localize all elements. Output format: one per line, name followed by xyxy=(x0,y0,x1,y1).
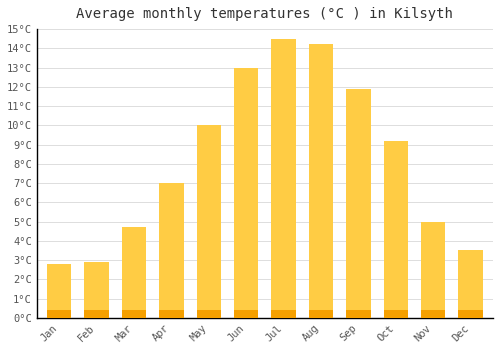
Bar xyxy=(458,251,483,318)
Bar xyxy=(122,310,146,318)
Bar xyxy=(458,310,483,318)
Bar xyxy=(309,310,333,318)
Bar xyxy=(272,39,296,318)
Bar xyxy=(47,310,72,318)
Bar xyxy=(421,310,446,318)
Bar xyxy=(196,125,221,318)
Bar xyxy=(47,264,72,318)
Bar xyxy=(122,228,146,318)
Bar xyxy=(160,310,184,318)
Bar xyxy=(234,310,258,318)
Bar xyxy=(84,262,109,318)
Bar xyxy=(384,310,408,318)
Bar xyxy=(309,44,333,318)
Bar xyxy=(346,89,370,318)
Bar xyxy=(234,68,258,318)
Bar xyxy=(421,222,446,318)
Bar xyxy=(272,310,296,318)
Bar xyxy=(160,183,184,318)
Bar xyxy=(346,310,370,318)
Title: Average monthly temperatures (°C ) in Kilsyth: Average monthly temperatures (°C ) in Ki… xyxy=(76,7,454,21)
Bar xyxy=(384,141,408,318)
Bar xyxy=(84,310,109,318)
Bar xyxy=(196,310,221,318)
